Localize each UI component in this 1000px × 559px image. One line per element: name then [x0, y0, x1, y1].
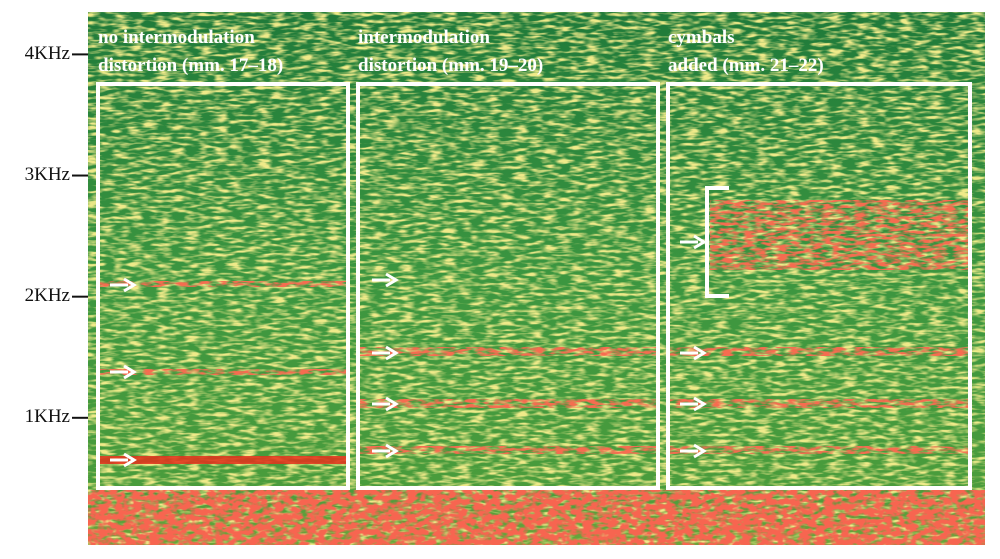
box — [666, 82, 972, 490]
partial — [358, 347, 658, 356]
arrows — [110, 234, 707, 468]
annotation: added (mm. 21–22) — [668, 55, 824, 76]
arrow — [372, 345, 399, 361]
arrow — [680, 396, 707, 412]
arrow — [372, 272, 399, 288]
arrow — [680, 443, 707, 459]
annotation: distortion (mm. 19–20) — [358, 55, 543, 76]
arrow — [110, 452, 137, 468]
spectrogram-texture — [88, 12, 985, 545]
cymbal-energy — [710, 200, 970, 270]
annotation: distortion (mm. 17–18) — [98, 55, 283, 76]
partial — [98, 281, 348, 287]
plot — [88, 12, 985, 545]
arrow — [110, 364, 137, 380]
partial — [358, 446, 658, 454]
partials — [98, 200, 970, 464]
arrow — [372, 396, 399, 412]
arrow — [110, 277, 137, 293]
box — [96, 82, 350, 490]
y-tick-label: 1KHz — [25, 406, 70, 427]
arrow — [680, 345, 707, 361]
partial — [668, 446, 970, 454]
y-tick-label: 4KHz — [25, 43, 70, 64]
arrow — [680, 234, 707, 250]
bracket — [705, 186, 729, 298]
box — [356, 82, 660, 490]
annotation: cymbals — [668, 27, 735, 48]
arrow — [372, 443, 399, 459]
y-tick-label: 2KHz — [25, 285, 70, 306]
partial — [668, 399, 970, 408]
partial — [358, 399, 658, 408]
low-frequency-energy — [88, 490, 985, 545]
annotation: intermodulation — [358, 27, 490, 48]
annotation: no intermodulation — [98, 27, 255, 48]
partial — [668, 347, 970, 356]
partial — [98, 456, 348, 464]
boxes — [96, 82, 972, 490]
y-tick-label: 3KHz — [25, 164, 70, 185]
partial — [98, 369, 348, 375]
